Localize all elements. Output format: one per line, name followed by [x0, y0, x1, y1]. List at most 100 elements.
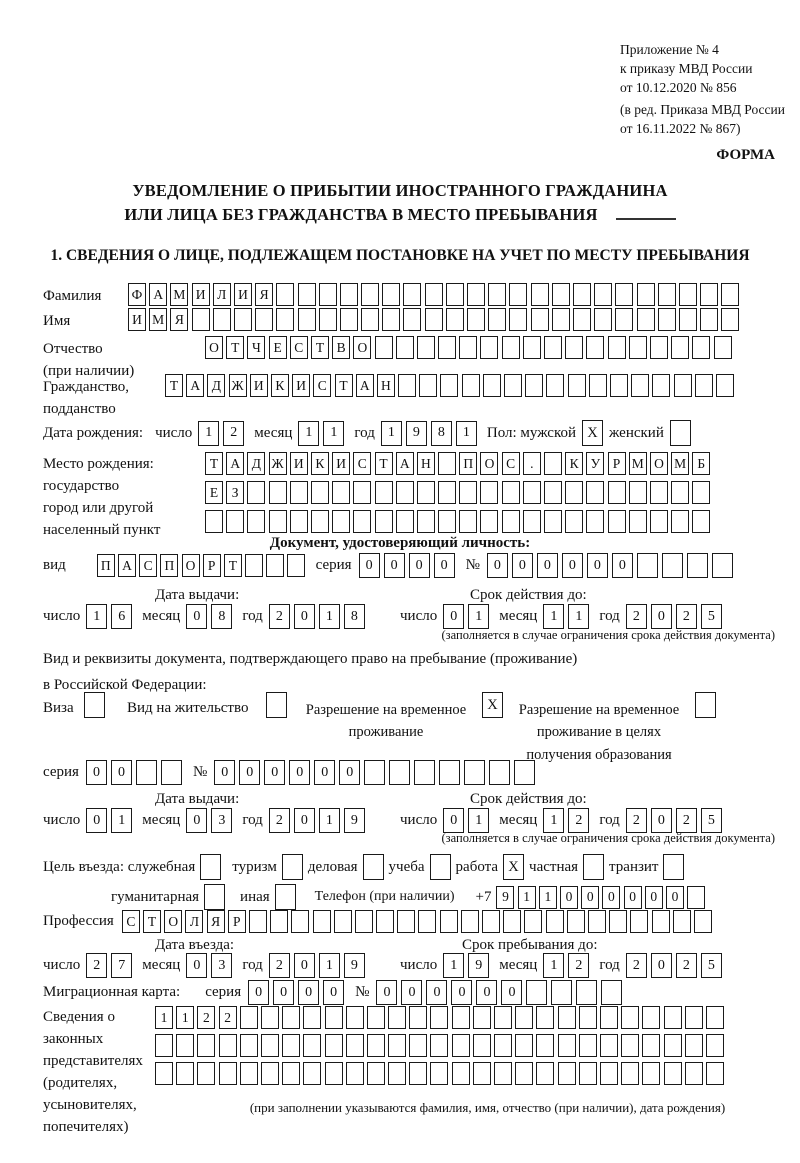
- char-box[interactable]: [657, 308, 676, 331]
- char-box[interactable]: [459, 336, 478, 359]
- char-box[interactable]: [255, 308, 274, 331]
- char-box[interactable]: [176, 1034, 195, 1057]
- char-box[interactable]: [374, 481, 393, 504]
- purpose-humanitarian-checkbox[interactable]: [204, 884, 226, 910]
- digit-box[interactable]: 0: [85, 760, 107, 785]
- char-box[interactable]: [609, 374, 628, 397]
- char-box[interactable]: И: [128, 308, 146, 331]
- char-box[interactable]: [692, 510, 711, 533]
- digit-box[interactable]: 2: [675, 953, 697, 978]
- char-box[interactable]: [557, 1062, 576, 1085]
- digit-box[interactable]: 0: [289, 760, 311, 785]
- char-box[interactable]: [509, 308, 528, 331]
- char-box[interactable]: 2: [197, 1006, 216, 1029]
- char-box[interactable]: [684, 1062, 703, 1085]
- digit-box[interactable]: 1: [543, 604, 565, 629]
- digit-box[interactable]: 2: [223, 420, 245, 446]
- char-box[interactable]: Я: [255, 283, 274, 306]
- digit-box[interactable]: 1: [198, 420, 220, 446]
- char-box[interactable]: [303, 1062, 322, 1085]
- char-box[interactable]: [197, 1062, 216, 1085]
- char-box[interactable]: [615, 283, 634, 306]
- char-box[interactable]: М: [149, 308, 168, 331]
- char-box[interactable]: [684, 1034, 703, 1057]
- char-box[interactable]: И: [191, 283, 210, 306]
- char-box[interactable]: [226, 510, 245, 533]
- char-box[interactable]: [388, 1006, 407, 1029]
- char-box[interactable]: [652, 374, 671, 397]
- char-box[interactable]: Р: [202, 554, 221, 577]
- char-box[interactable]: [218, 1062, 237, 1085]
- digit-box[interactable]: 0: [426, 980, 448, 1005]
- char-box[interactable]: [266, 554, 285, 577]
- char-box[interactable]: Т: [374, 452, 393, 475]
- char-box[interactable]: [628, 510, 647, 533]
- char-box[interactable]: [440, 374, 459, 397]
- purpose-other-checkbox[interactable]: [274, 884, 296, 910]
- char-box[interactable]: [155, 1034, 173, 1057]
- char-box[interactable]: [522, 510, 541, 533]
- char-box[interactable]: 1: [538, 885, 557, 909]
- char-box[interactable]: [268, 510, 287, 533]
- char-box[interactable]: [557, 1006, 576, 1029]
- char-box[interactable]: [545, 910, 564, 933]
- char-box[interactable]: [260, 1034, 279, 1057]
- char-box[interactable]: [430, 1006, 449, 1029]
- digit-box[interactable]: 2: [625, 953, 647, 978]
- char-box[interactable]: [494, 1034, 512, 1057]
- digit-box[interactable]: 2: [568, 953, 590, 978]
- char-box[interactable]: [692, 481, 711, 504]
- digit-box[interactable]: [661, 553, 683, 578]
- digit-box[interactable]: 0: [501, 980, 523, 1005]
- char-box[interactable]: [621, 1034, 640, 1057]
- char-box[interactable]: [587, 910, 606, 933]
- digit-box[interactable]: 1: [543, 808, 565, 833]
- digit-box[interactable]: 3: [211, 953, 233, 978]
- char-box[interactable]: [663, 1062, 682, 1085]
- digit-box[interactable]: [636, 553, 658, 578]
- char-box[interactable]: Н: [376, 374, 395, 397]
- digit-box[interactable]: 0: [323, 980, 345, 1005]
- char-box[interactable]: К: [270, 374, 289, 397]
- digit-box[interactable]: 0: [443, 808, 465, 833]
- digit-box[interactable]: 1: [380, 420, 402, 446]
- char-box[interactable]: [374, 510, 393, 533]
- char-box[interactable]: [395, 481, 414, 504]
- char-box[interactable]: О: [353, 336, 372, 359]
- char-box[interactable]: [687, 885, 706, 909]
- digit-box[interactable]: 9: [343, 953, 365, 978]
- digit-box[interactable]: 0: [650, 808, 672, 833]
- char-box[interactable]: П: [459, 452, 478, 475]
- char-box[interactable]: [546, 374, 565, 397]
- char-box[interactable]: [599, 1062, 618, 1085]
- char-box[interactable]: [409, 1006, 428, 1029]
- char-box[interactable]: [289, 481, 308, 504]
- digit-box[interactable]: 0: [293, 604, 315, 629]
- char-box[interactable]: [578, 1006, 597, 1029]
- char-box[interactable]: [649, 481, 668, 504]
- digit-box[interactable]: 1: [568, 604, 590, 629]
- char-box[interactable]: [705, 1034, 724, 1057]
- char-box[interactable]: [621, 1062, 640, 1085]
- char-box[interactable]: [607, 336, 626, 359]
- digit-box[interactable]: 8: [211, 604, 233, 629]
- char-box[interactable]: [642, 1062, 661, 1085]
- char-box[interactable]: [276, 308, 295, 331]
- char-box[interactable]: [155, 1062, 173, 1085]
- char-box[interactable]: [544, 452, 562, 475]
- char-box[interactable]: [398, 374, 417, 397]
- char-box[interactable]: О: [480, 452, 499, 475]
- digit-box[interactable]: 0: [376, 980, 398, 1005]
- char-box[interactable]: М: [671, 452, 690, 475]
- purpose-business-checkbox[interactable]: [200, 854, 222, 880]
- char-box[interactable]: [247, 481, 266, 504]
- digit-box[interactable]: 0: [611, 553, 633, 578]
- digit-box[interactable]: 0: [486, 553, 508, 578]
- char-box[interactable]: [536, 1034, 555, 1057]
- digit-box[interactable]: 8: [343, 604, 365, 629]
- char-box[interactable]: [403, 308, 422, 331]
- char-box[interactable]: Ж: [228, 374, 247, 397]
- char-box[interactable]: [239, 1034, 258, 1057]
- digit-box[interactable]: 0: [86, 808, 108, 833]
- char-box[interactable]: [621, 1006, 640, 1029]
